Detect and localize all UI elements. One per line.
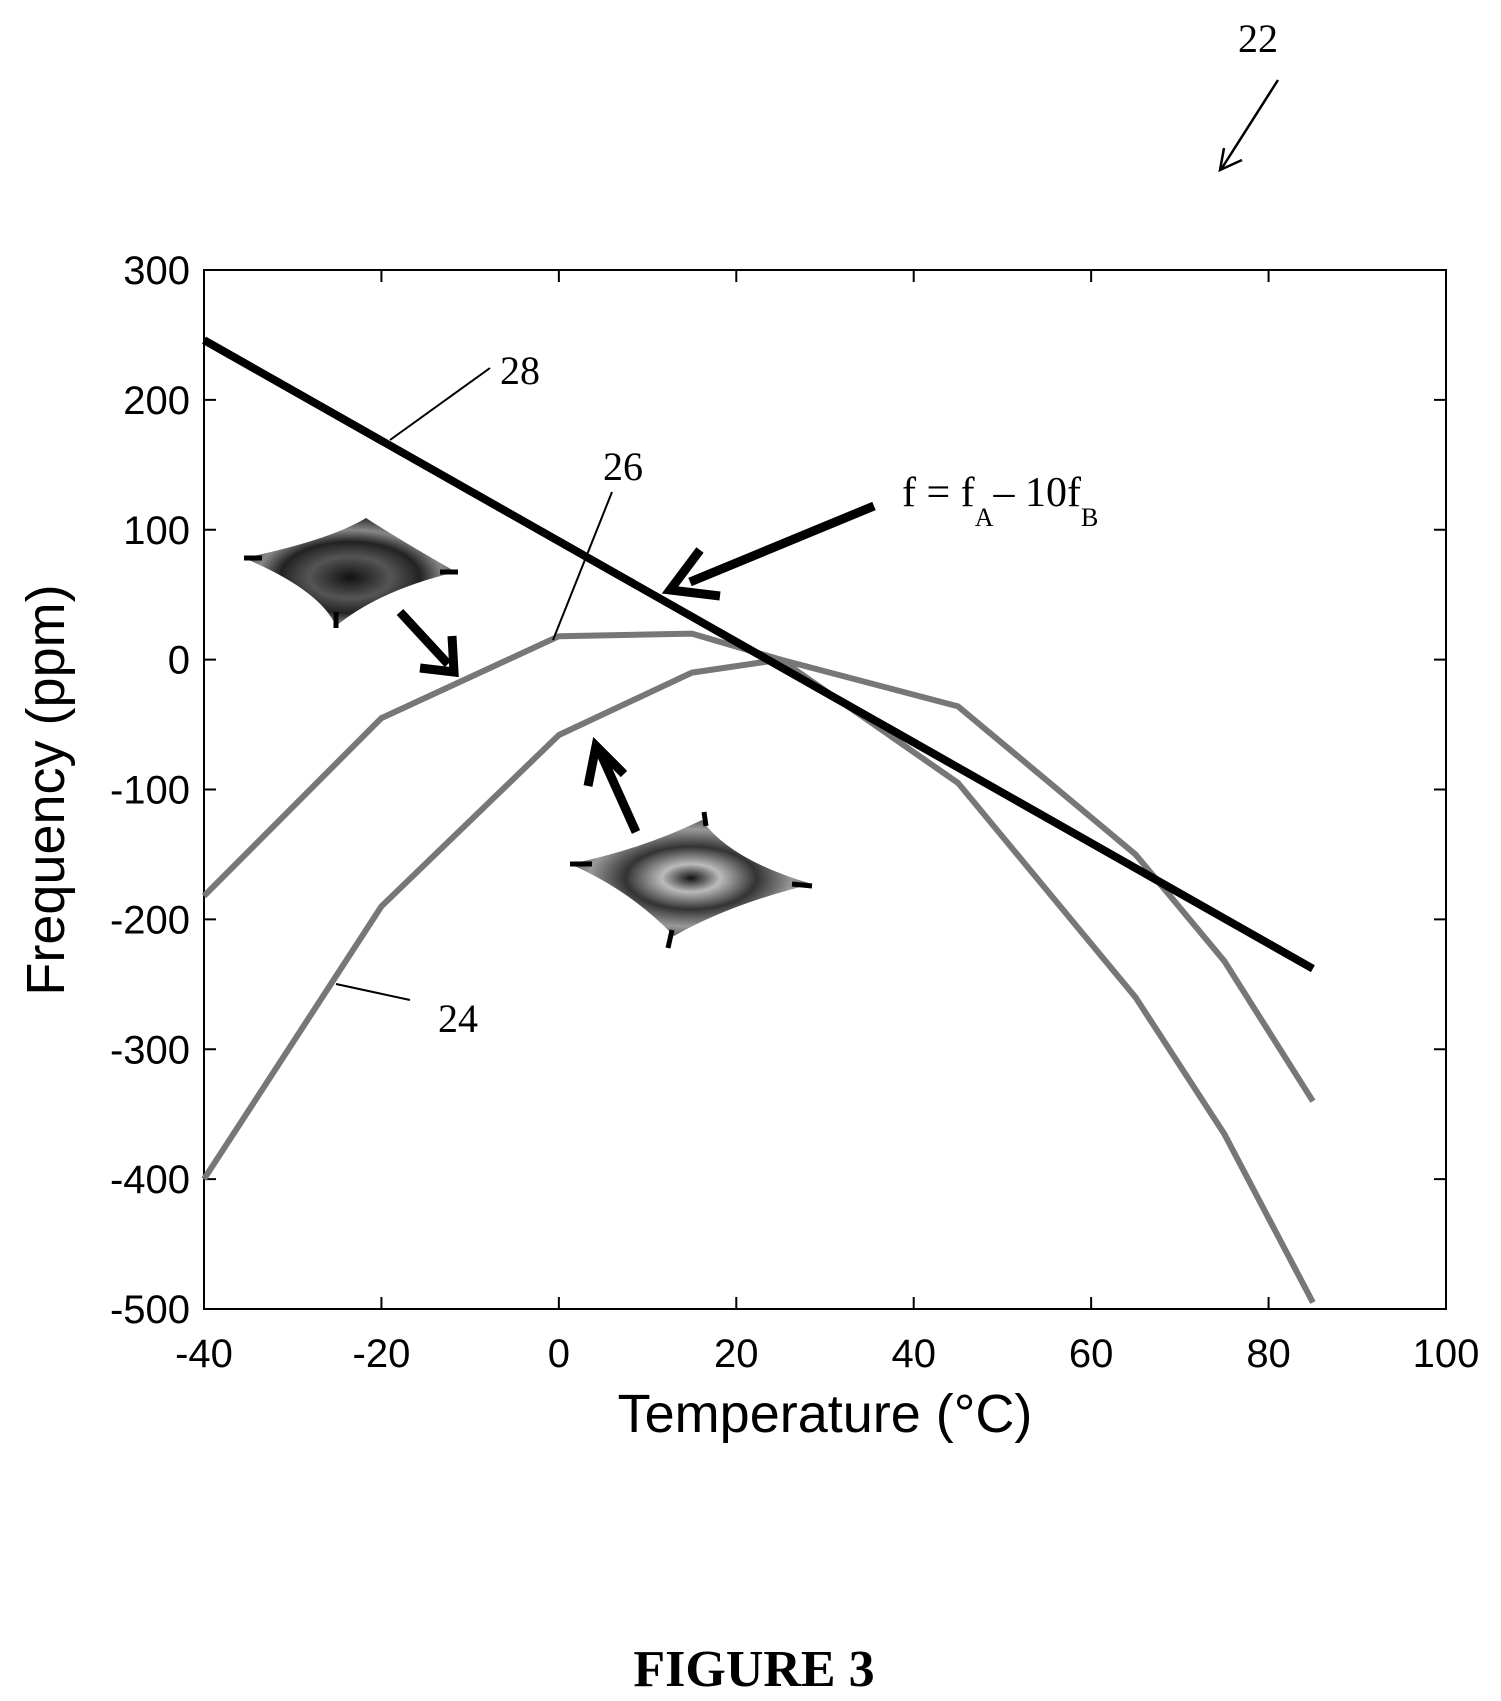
leader-24: [335, 983, 411, 1001]
ref-label-22: 22: [1238, 16, 1278, 61]
mode-a-arrow: [396, 608, 459, 678]
y-tick-label: -100: [110, 769, 190, 813]
x-tick-label: -40: [175, 1332, 233, 1376]
x-tick-label: -20: [353, 1332, 411, 1376]
y-tick-label: -300: [110, 1028, 190, 1072]
formula-dash: – 10f: [992, 470, 1081, 516]
y-tick-label: 100: [123, 509, 190, 553]
y-axis-label: Frequency (ppm): [16, 584, 76, 995]
y-tick-label: 0: [168, 639, 190, 683]
mode-b-arrow: [583, 736, 641, 834]
mode-shape-a-image: [244, 518, 458, 628]
x-tick-label: 80: [1246, 1332, 1291, 1376]
series-line-26: [201, 630, 1316, 1103]
formula-f: f: [902, 470, 916, 516]
formula-arrow: [661, 501, 876, 601]
formula-eq: = f: [916, 470, 975, 516]
figure-caption: FIGURE 3: [633, 1641, 874, 1698]
x-tick-label: 60: [1069, 1332, 1114, 1376]
y-tick-label: -500: [110, 1288, 190, 1332]
series-layer: [201, 336, 1316, 1304]
series-line-28: [202, 336, 1315, 973]
x-tick-label: 0: [548, 1332, 570, 1376]
mode-shape-b-image: [570, 811, 813, 949]
x-tick-label: 100: [1413, 1332, 1480, 1376]
series-ref-28: 28: [500, 348, 540, 393]
formula-label: f = fA– 10fB: [902, 470, 1098, 532]
leader-28: [389, 367, 491, 441]
ref-arrow-22-head: [1218, 147, 1243, 173]
formula-sub-b: B: [1081, 503, 1098, 532]
axis-ticks: -40 -20 0 20 40 60 80 100-500-400-300-200-10001…: [110, 249, 1479, 1376]
series-ref-24: 24: [438, 996, 478, 1041]
y-tick-label: 200: [123, 379, 190, 423]
x-tick-label: 40: [891, 1332, 936, 1376]
y-tick-label: -400: [110, 1158, 190, 1202]
plot-frame: [203, 269, 1447, 1310]
leader-26: [552, 491, 613, 641]
series-line-24: [201, 656, 1316, 1304]
series-ref-26: 26: [603, 444, 643, 489]
formula-sub-a: A: [975, 503, 994, 532]
x-axis-label: Temperature (°C): [618, 1384, 1033, 1444]
y-tick-label: -200: [110, 898, 190, 942]
x-tick-label: 20: [714, 1332, 759, 1376]
ref-arrow-22: [1220, 79, 1280, 169]
y-tick-label: 300: [123, 249, 190, 293]
